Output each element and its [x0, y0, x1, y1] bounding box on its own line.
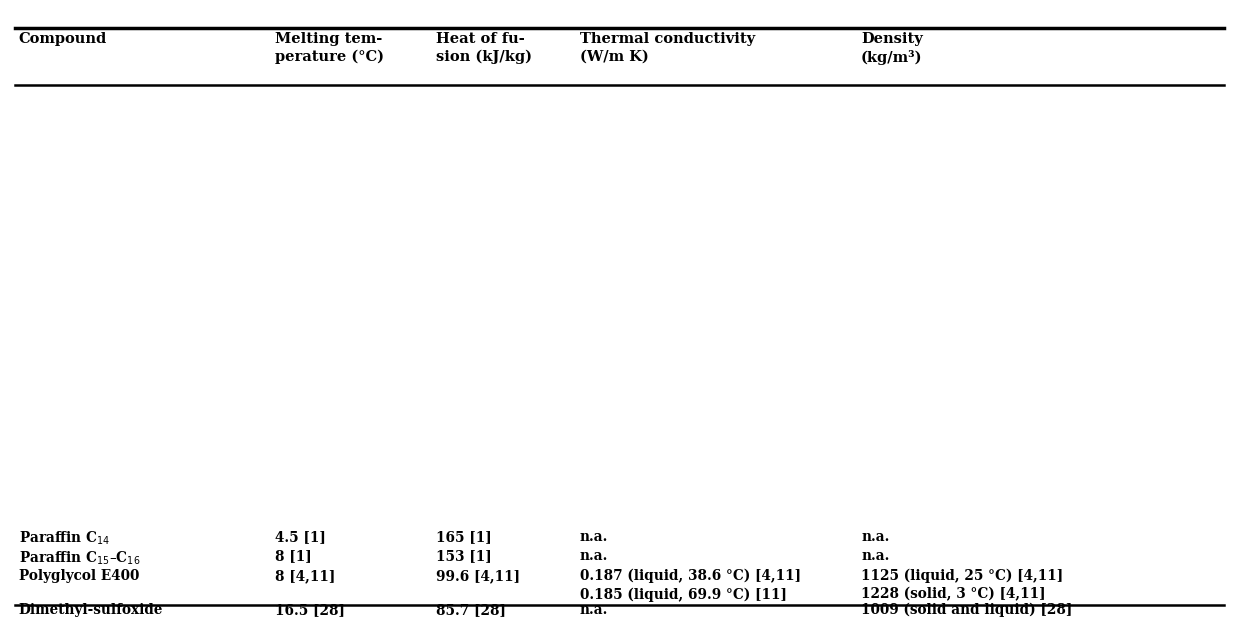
Text: n.a.: n.a. — [580, 530, 608, 544]
Text: 1125 (liquid, 25 °C) [4,11]
1228 (solid, 3 °C) [4,11]: 1125 (liquid, 25 °C) [4,11] 1228 (solid,… — [861, 569, 1063, 602]
Text: 4.5 [1]: 4.5 [1] — [275, 530, 326, 544]
Text: n.a.: n.a. — [861, 530, 890, 544]
Text: 8 [4,11]: 8 [4,11] — [275, 569, 336, 583]
Text: n.a.: n.a. — [580, 603, 608, 617]
Text: Polyglycol E400: Polyglycol E400 — [19, 569, 139, 583]
Text: n.a.: n.a. — [861, 550, 890, 563]
Text: 85.7 [28]: 85.7 [28] — [436, 603, 506, 617]
Text: Paraffin C$_{14}$: Paraffin C$_{14}$ — [19, 530, 110, 547]
Text: n.a.: n.a. — [580, 550, 608, 563]
Text: Melting tem-
perature (°C): Melting tem- perature (°C) — [275, 32, 384, 64]
Text: 99.6 [4,11]: 99.6 [4,11] — [436, 569, 520, 583]
Text: Paraffin C$_{15}$–C$_{16}$: Paraffin C$_{15}$–C$_{16}$ — [19, 550, 140, 567]
Text: Dimethyl-sulfoxide
   (DMS): Dimethyl-sulfoxide (DMS) — [19, 603, 164, 619]
Text: 16.5 [28]: 16.5 [28] — [275, 603, 344, 617]
Text: Thermal conductivity
(W/m K): Thermal conductivity (W/m K) — [580, 32, 755, 64]
Text: Density
(kg/m³): Density (kg/m³) — [861, 32, 923, 65]
Text: 1009 (solid and liquid) [28]: 1009 (solid and liquid) [28] — [861, 603, 1073, 617]
Text: 165 [1]: 165 [1] — [436, 530, 492, 544]
Text: 8 [1]: 8 [1] — [275, 550, 312, 563]
Text: Compound: Compound — [19, 32, 107, 46]
Text: 0.187 (liquid, 38.6 °C) [4,11]
0.185 (liquid, 69.9 °C) [11]: 0.187 (liquid, 38.6 °C) [4,11] 0.185 (li… — [580, 569, 800, 602]
Text: Heat of fu-
sion (kJ/kg): Heat of fu- sion (kJ/kg) — [436, 32, 532, 64]
Text: 153 [1]: 153 [1] — [436, 550, 492, 563]
